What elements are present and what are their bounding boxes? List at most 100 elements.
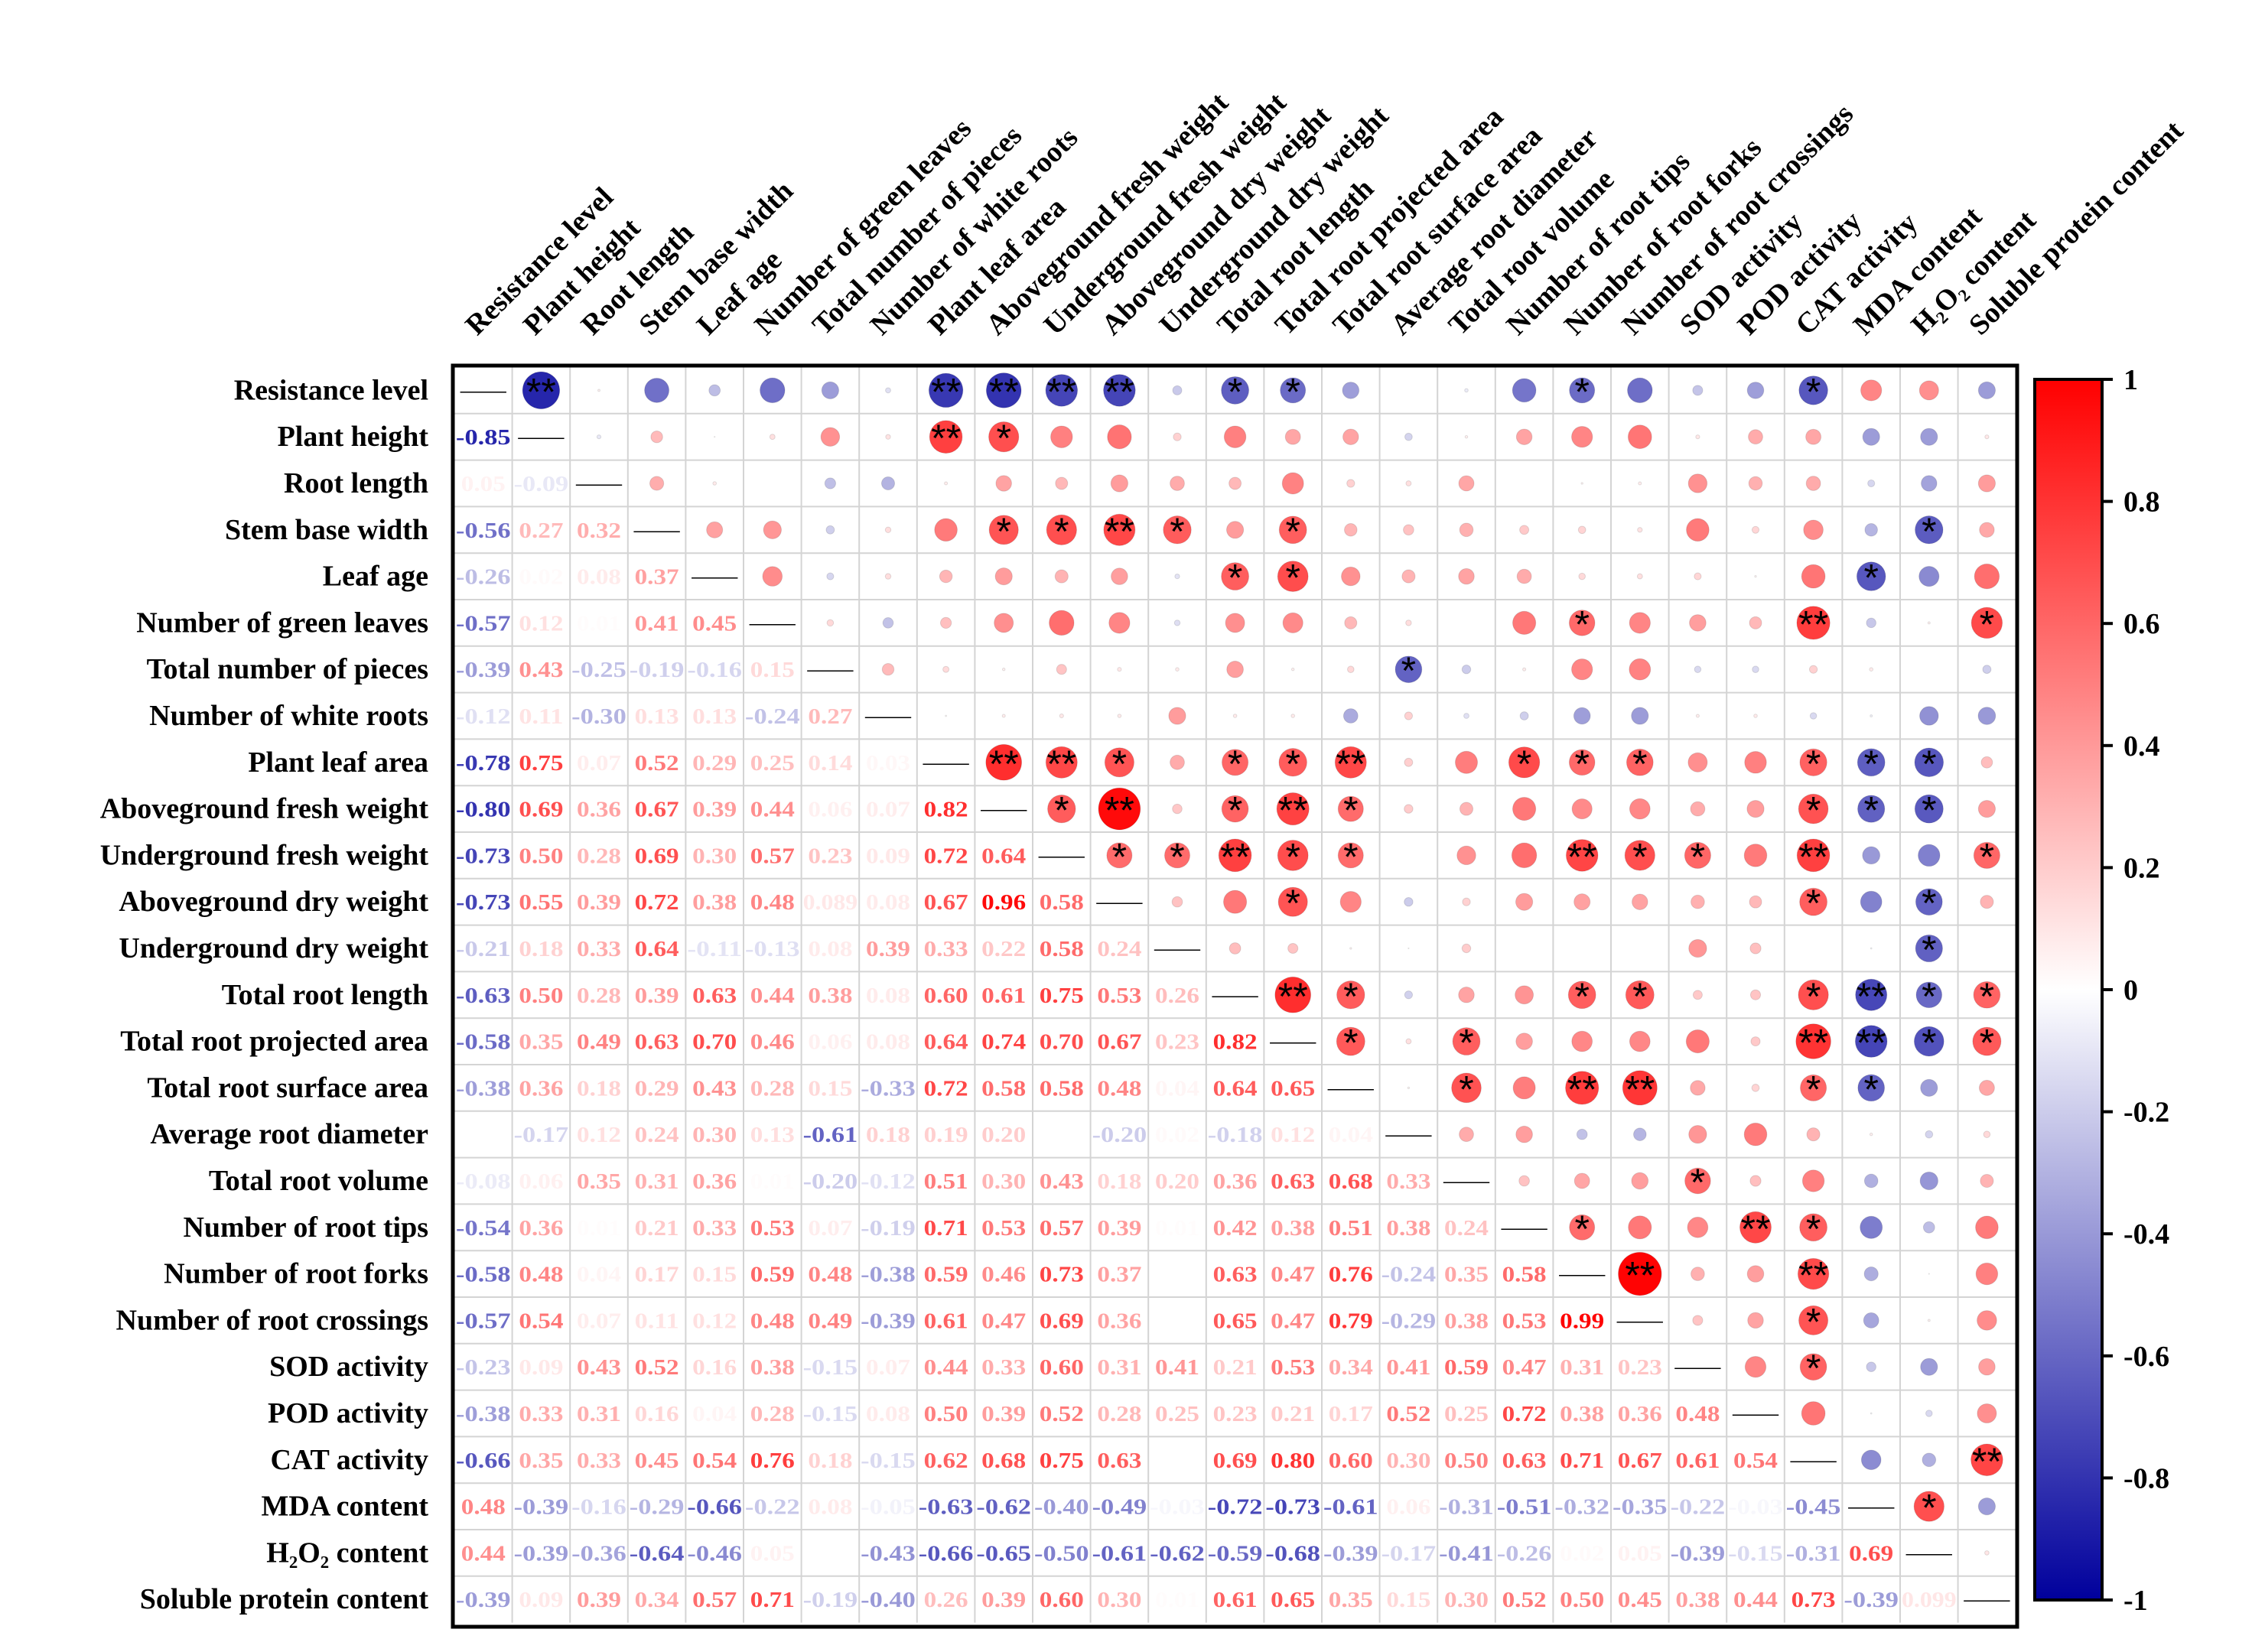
correlation-circle [945,714,947,717]
correlation-circle [1685,1029,1710,1054]
correlation-circle [1920,428,1938,446]
correlation-value: 0.49 [577,1031,621,1055]
correlation-value: 0.52 [1386,1403,1430,1426]
row-label: Average root diameter [150,1118,428,1150]
significance-mark: * [1806,1300,1821,1343]
correlation-value: 0.08 [866,1403,910,1426]
correlation-circle [1059,713,1064,719]
correlation-value: -0.39 [1671,1542,1726,1566]
correlation-circle [1743,1122,1768,1146]
correlation-circle [1404,804,1414,814]
correlation-circle [1800,1074,1827,1102]
correlation-value: 0.28 [1097,1403,1141,1426]
correlation-value: -0.05 [861,1496,916,1520]
correlation-circle [1280,377,1307,404]
correlation-value: -0.31 [1439,1496,1494,1520]
significance-mark: * [1285,835,1300,878]
correlation-circle [1687,1216,1709,1238]
correlation-circle [650,431,663,444]
correlation-circle [1808,665,1818,674]
correlation-value: -0.16 [571,1496,626,1520]
correlation-circle [1974,563,2000,590]
correlation-circle [1107,424,1132,450]
correlation-value: 0.36 [519,1077,563,1101]
significance-mark: * [1574,1208,1589,1250]
correlation-value: 0.96 [981,891,1026,915]
significance-mark: * [996,417,1010,460]
significance-mark: * [1632,835,1647,878]
correlation-circle [1980,756,1993,769]
correlation-circle [1753,714,1758,718]
diagonal-mark: —— [1790,1447,1837,1472]
colorbar-tick-label: 0.6 [2123,608,2160,640]
correlation-circle [1973,841,2000,870]
correlation-value: 0.75 [1040,1449,1084,1473]
correlation-value: 0.26 [924,1589,968,1612]
correlation-value: 0.18 [577,1077,621,1101]
significance-mark: * [1228,789,1242,832]
correlation-value: -0.35 [1613,1496,1668,1520]
correlation-circle [885,387,891,394]
correlation-value: 0.01 [577,612,621,636]
diagonal-mark: —— [1732,1400,1779,1426]
correlation-circle [1515,1032,1533,1050]
correlation-value: 0.42 [1213,1217,1258,1241]
correlation-circle [1515,985,1534,1005]
correlation-value: -0.58 [456,1263,511,1287]
correlation-circle [942,665,950,673]
correlation-value: 0.23 [808,844,852,868]
correlation-circle [1049,610,1075,636]
correlation-circle [1857,1074,1886,1102]
correlation-circle [1565,839,1599,872]
significance-mark: * [1922,510,1936,553]
correlation-circle [1627,377,1653,404]
correlation-value: 0.79 [1329,1309,1373,1333]
correlation-circle [1568,610,1596,636]
correlation-value: 0.52 [635,752,679,776]
correlation-circle [881,663,895,676]
correlation-circle [1629,612,1651,634]
significance-mark: ** [1046,370,1076,413]
correlation-circle [1282,612,1303,634]
correlation-circle [1688,938,1707,958]
correlation-circle [939,616,952,629]
significance-mark: * [1806,370,1821,413]
correlation-circle [1511,842,1538,869]
correlation-value: 0.02 [1155,1124,1199,1147]
correlation-circle [1569,1214,1596,1241]
correlation-value: 0.11 [635,1309,679,1333]
correlation-circle [1456,845,1476,866]
significance-mark: * [1401,649,1416,692]
correlation-value: 0.22 [981,938,1026,961]
correlation-circle [1795,1023,1831,1059]
significance-mark: * [1112,743,1127,785]
correlation-value: 0.24 [1444,1217,1489,1241]
correlation-value: 0.71 [1560,1449,1604,1473]
correlation-value: 0.52 [1040,1403,1084,1426]
correlation-value: -0.19 [861,1217,916,1241]
correlation-circle [1573,707,1591,725]
correlation-value: 0.51 [1329,1217,1373,1241]
correlation-circle [825,525,835,535]
correlation-value: 0.50 [924,1403,968,1426]
correlation-value: 0.11 [519,705,563,729]
correlation-circle [1110,474,1129,493]
correlation-value: 0.38 [1271,1217,1315,1241]
row-label: Number of root tips [183,1211,428,1244]
correlation-value: 0.28 [750,1403,795,1426]
significance-mark: ** [1220,835,1250,878]
correlation-circle [1860,379,1883,402]
correlation-value: 0.15 [692,1263,737,1287]
significance-mark: * [1574,743,1589,785]
correlation-circle [1925,1410,1933,1417]
correlation-value: -0.17 [514,1124,569,1147]
correlation-circle [1870,714,1873,717]
correlation-circle [1744,1356,1767,1378]
correlation-value: 0.05 [461,473,506,496]
correlation-value: 0.04 [1155,1077,1199,1101]
significance-mark: ** [1741,1208,1771,1250]
correlation-circle [763,520,782,539]
diagonal-mark: —— [1038,842,1085,867]
correlation-value: 0.67 [1618,1449,1662,1473]
correlation-value: -0.17 [1381,1542,1437,1566]
